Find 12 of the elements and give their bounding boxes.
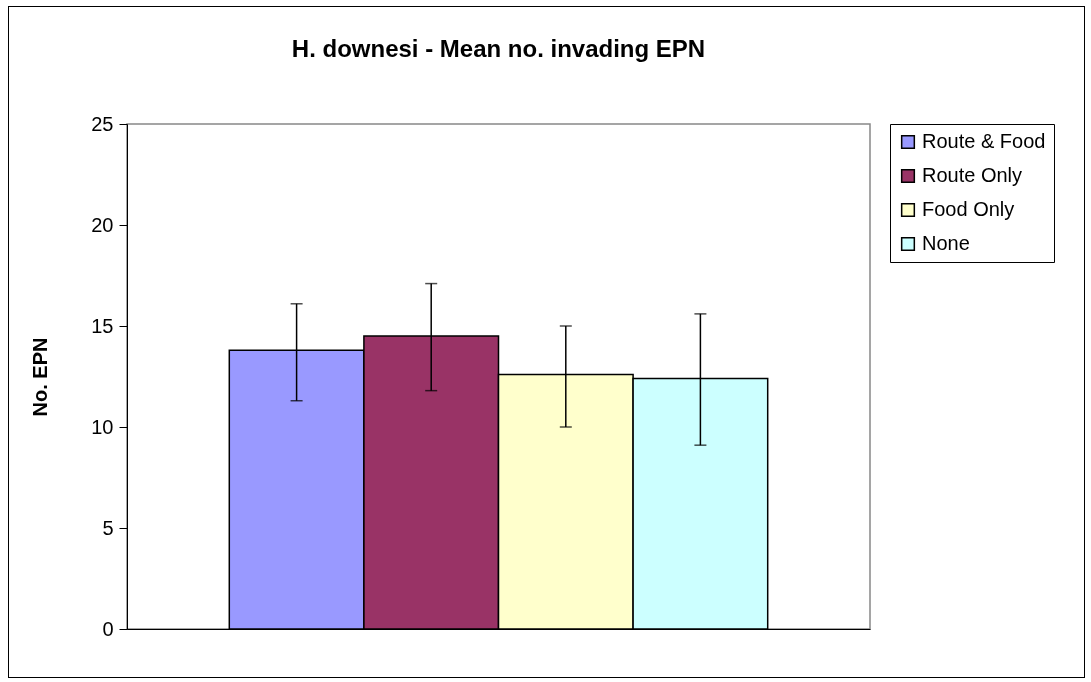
legend-label: Route & Food xyxy=(922,130,1046,152)
legend-label: None xyxy=(922,232,970,254)
y-tick-label: 25 xyxy=(91,112,114,135)
legend-label: Food Only xyxy=(922,198,1015,220)
y-tick-label: 15 xyxy=(91,314,114,337)
y-tick-label: 0 xyxy=(102,617,114,640)
chart-title: H. downesi - Mean no. invading EPN xyxy=(291,35,706,62)
legend-label: Route Only xyxy=(922,164,1023,186)
y-tick-label: 20 xyxy=(91,213,114,236)
y-tick-label: 10 xyxy=(91,415,114,438)
y-tick-label: 5 xyxy=(102,516,114,539)
y-axis-title: No. EPN xyxy=(29,337,52,417)
